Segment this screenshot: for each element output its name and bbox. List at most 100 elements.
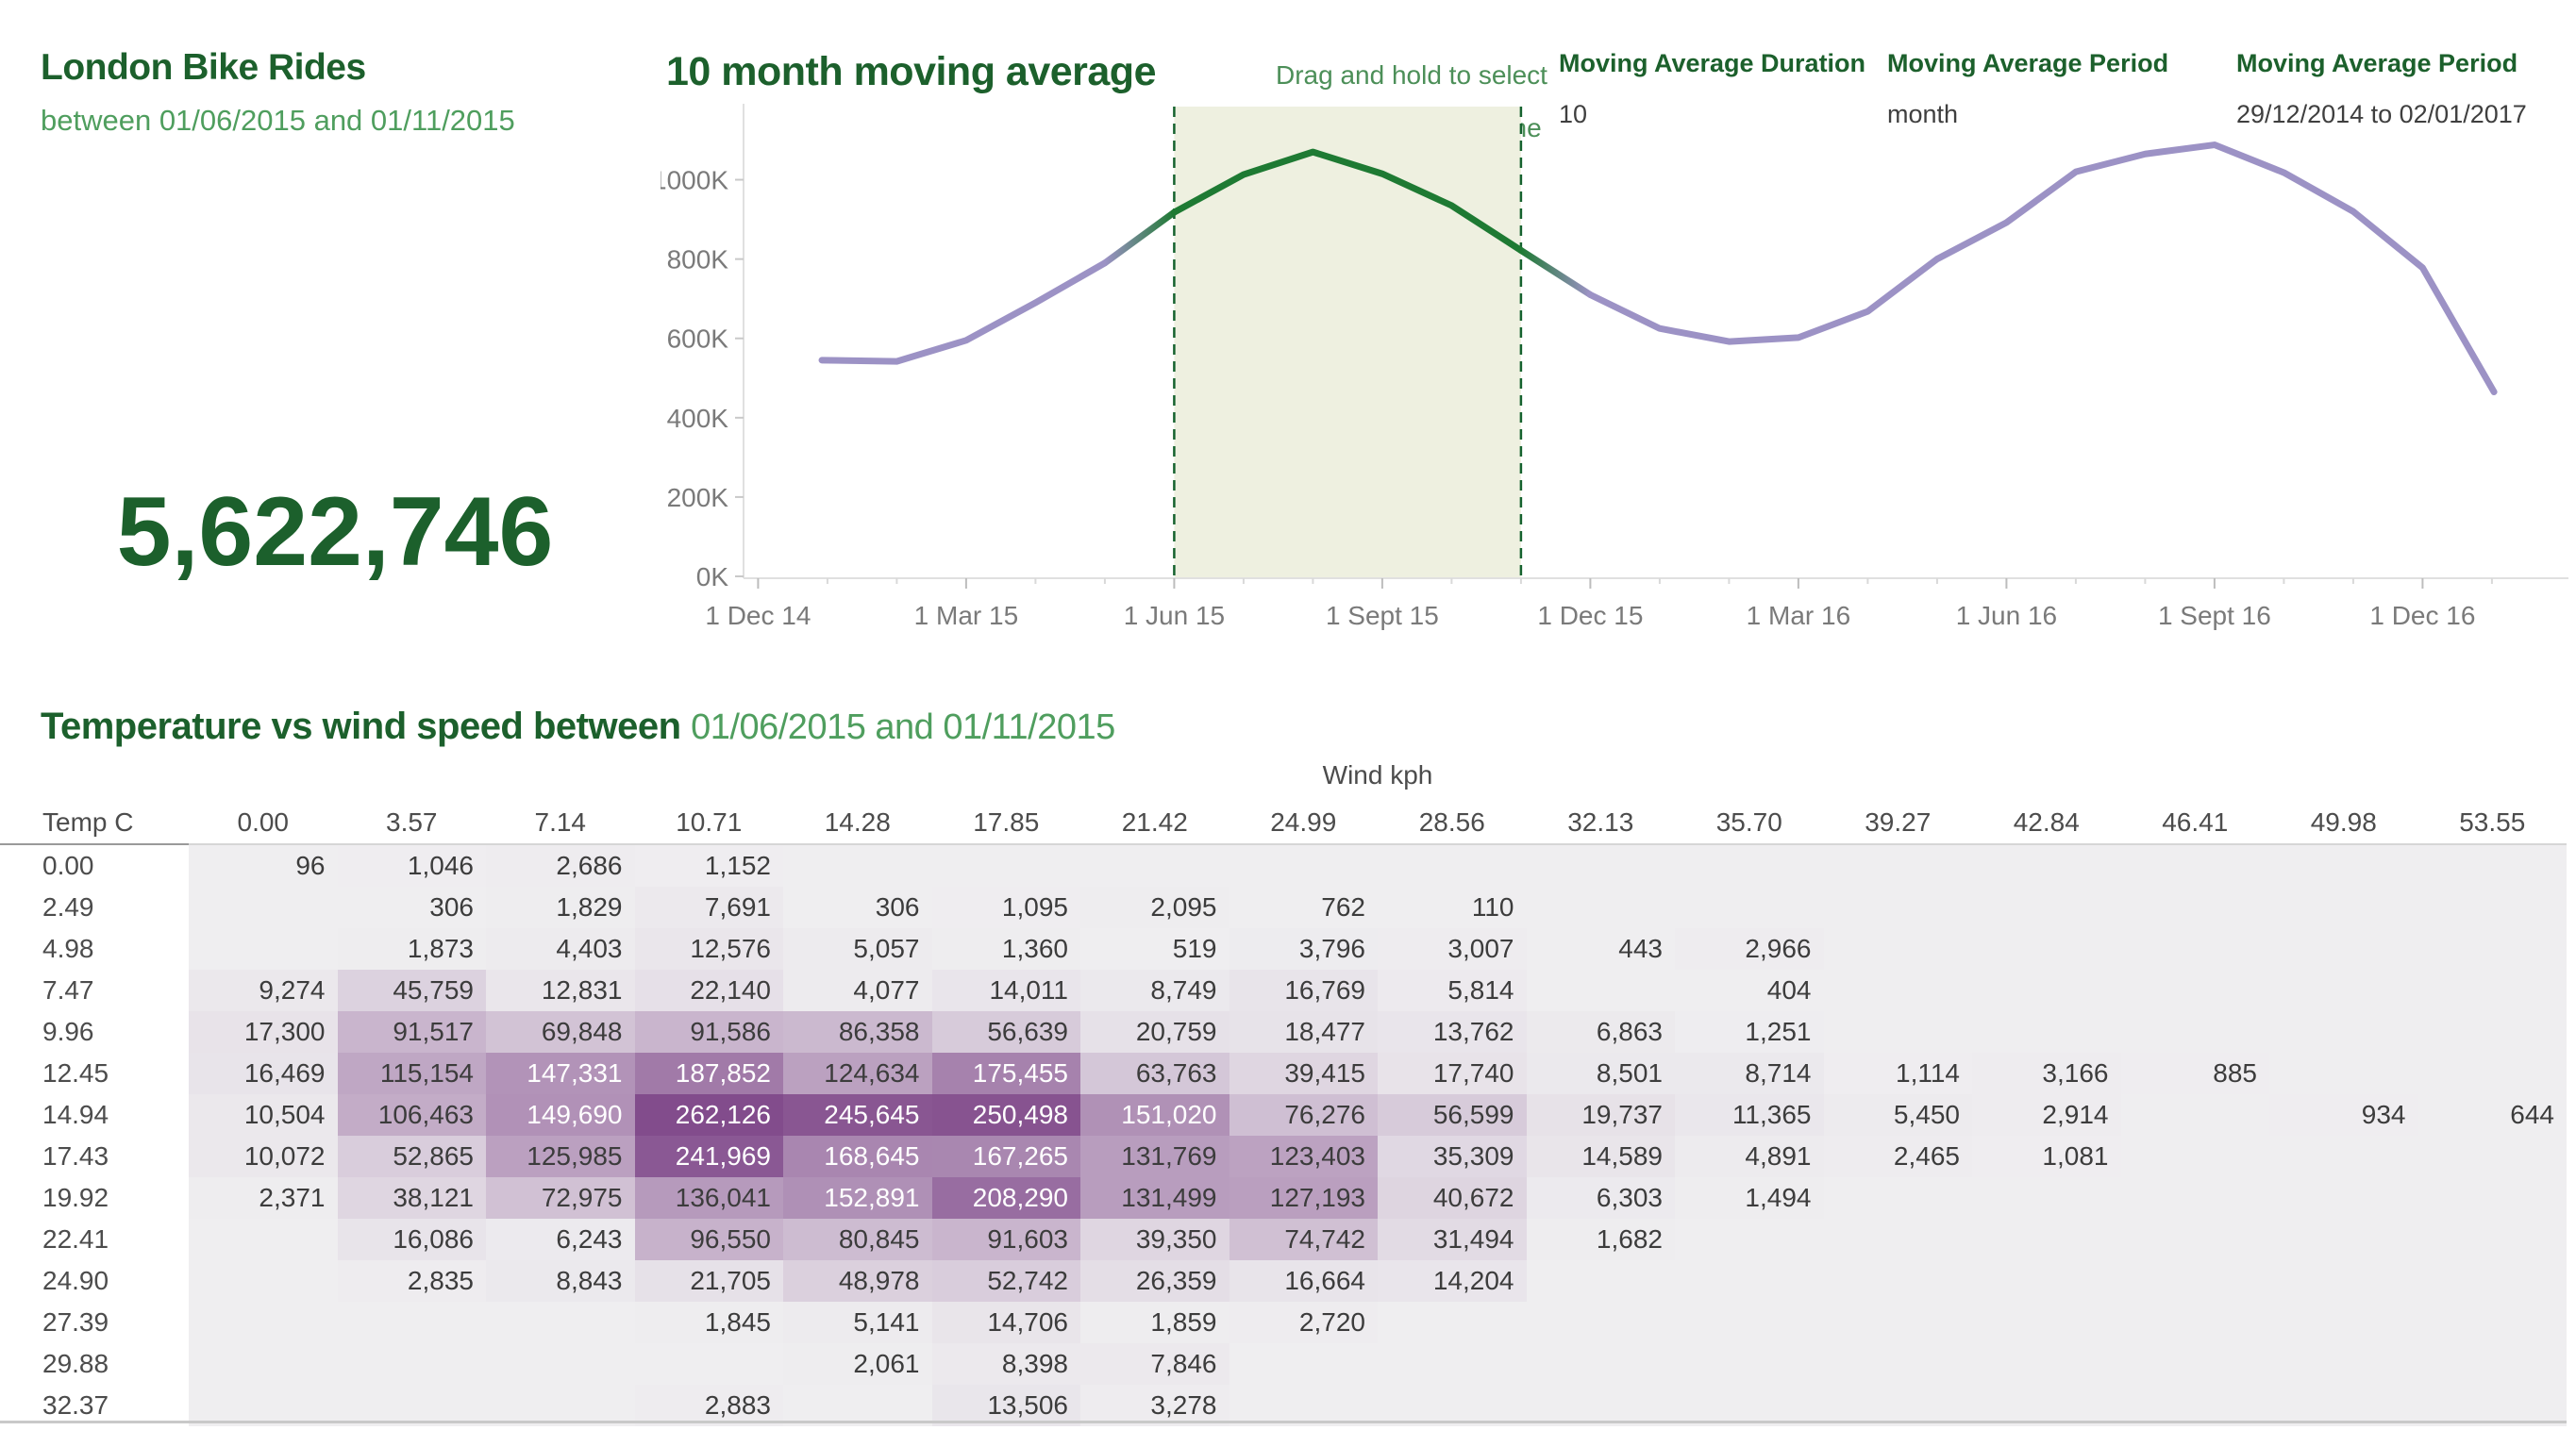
heatmap-cell[interactable] [1823, 887, 1972, 928]
heatmap-cell[interactable]: 1,095 [931, 887, 1080, 928]
heatmap-cell[interactable] [1972, 970, 2121, 1011]
heatmap-cell[interactable] [1972, 1219, 2121, 1260]
heatmap-cell[interactable]: 175,455 [931, 1053, 1080, 1094]
heatmap-cell[interactable] [783, 845, 932, 887]
heatmap-cell[interactable]: 131,769 [1080, 1136, 1229, 1177]
heatmap-cell[interactable]: 1,152 [634, 845, 783, 887]
heatmap-cell[interactable] [2269, 1011, 2418, 1053]
heatmap-cell[interactable]: 885 [2120, 1053, 2269, 1094]
heatmap-cell[interactable]: 56,639 [931, 1011, 1080, 1053]
heatmap-cell[interactable] [2417, 845, 2567, 887]
ma-line-fade-out[interactable] [1517, 246, 1594, 298]
heatmap-cell[interactable]: 1,682 [1526, 1219, 1675, 1260]
heatmap-cell[interactable]: 1,494 [1675, 1177, 1824, 1219]
heatmap-cell[interactable]: 4,077 [783, 970, 932, 1011]
heatmap-cell[interactable]: 262,126 [634, 1094, 783, 1136]
heatmap-cell[interactable]: 91,517 [337, 1011, 486, 1053]
heatmap-cell[interactable]: 167,265 [931, 1136, 1080, 1177]
heatmap-cell[interactable]: 10,072 [189, 1136, 338, 1177]
heatmap-cell[interactable]: 2,095 [1080, 887, 1229, 928]
heatmap-cell[interactable]: 1,859 [1080, 1302, 1229, 1343]
heatmap-cell[interactable]: 136,041 [634, 1177, 783, 1219]
heatmap-cell[interactable]: 8,501 [1526, 1053, 1675, 1094]
heatmap-cell[interactable] [2417, 1219, 2567, 1260]
heatmap-cell[interactable] [1526, 1302, 1675, 1343]
heatmap-cell[interactable]: 5,141 [783, 1302, 932, 1343]
heatmap-cell[interactable]: 40,672 [1378, 1177, 1527, 1219]
heatmap-cell[interactable] [1972, 1177, 2121, 1219]
heatmap-cell[interactable]: 96,550 [634, 1219, 783, 1260]
heatmap-cell[interactable] [2269, 1219, 2418, 1260]
heatmap-cell[interactable]: 1,360 [931, 928, 1080, 970]
heatmap-cell[interactable] [1972, 928, 2121, 970]
heatmap-cell[interactable]: 16,086 [337, 1219, 486, 1260]
heatmap-cell[interactable]: 52,742 [931, 1260, 1080, 1302]
heatmap-cell[interactable]: 35,309 [1378, 1136, 1527, 1177]
heatmap-cell[interactable]: 91,603 [931, 1219, 1080, 1260]
heatmap-cell[interactable]: 9,274 [189, 970, 338, 1011]
heatmap-cell[interactable] [2120, 1302, 2269, 1343]
heatmap-cell[interactable]: 39,350 [1080, 1219, 1229, 1260]
heatmap-cell[interactable] [189, 1385, 338, 1426]
heatmap-cell[interactable] [1526, 887, 1675, 928]
heatmap-cell[interactable]: 2,371 [189, 1177, 338, 1219]
heatmap-cell[interactable] [2417, 970, 2567, 1011]
heatmap-cell[interactable]: 74,742 [1229, 1219, 1378, 1260]
heatmap-cell[interactable]: 63,763 [1080, 1053, 1229, 1094]
heatmap-cell[interactable] [1823, 1011, 1972, 1053]
heatmap-cell[interactable]: 127,193 [1229, 1177, 1378, 1219]
heatmap-cell[interactable] [2269, 1053, 2418, 1094]
heatmap-cell[interactable] [1675, 1385, 1824, 1426]
heatmap-cell[interactable] [2120, 1136, 2269, 1177]
heatmap-cell[interactable]: 6,303 [1526, 1177, 1675, 1219]
ma-line-pre[interactable] [818, 259, 1109, 365]
heatmap-cell[interactable] [783, 1385, 932, 1426]
heatmap-cell[interactable]: 12,576 [634, 928, 783, 970]
heatmap-cell[interactable] [2269, 970, 2418, 1011]
heatmap-cell[interactable]: 72,975 [486, 1177, 635, 1219]
heatmap-cell[interactable] [1378, 1343, 1527, 1385]
heatmap-cell[interactable]: 76,276 [1229, 1094, 1378, 1136]
heatmap-cell[interactable] [189, 1260, 338, 1302]
heatmap-cell[interactable] [2269, 887, 2418, 928]
heatmap-cell[interactable] [1675, 887, 1824, 928]
heatmap-cell[interactable]: 2,966 [1675, 928, 1824, 970]
ma-line-post[interactable] [1586, 141, 2498, 395]
heatmap-cell[interactable] [1080, 845, 1229, 887]
heatmap-cell[interactable] [337, 1343, 486, 1385]
heatmap-cell[interactable] [2120, 1177, 2269, 1219]
heatmap-cell[interactable] [2269, 1343, 2418, 1385]
heatmap-cell[interactable]: 123,403 [1229, 1136, 1378, 1177]
heatmap-cell[interactable] [189, 887, 338, 928]
heatmap-cell[interactable]: 1,081 [1972, 1136, 2121, 1177]
selection-band[interactable] [1174, 107, 1521, 578]
heatmap-cell[interactable]: 3,278 [1080, 1385, 1229, 1426]
heatmap-cell[interactable] [2269, 1177, 2418, 1219]
heatmap-cell[interactable]: 1,046 [337, 845, 486, 887]
heatmap-cell[interactable] [486, 1385, 635, 1426]
ma-line-selected[interactable] [1170, 148, 1525, 254]
heatmap-cell[interactable] [2269, 1136, 2418, 1177]
heatmap-cell[interactable]: 69,848 [486, 1011, 635, 1053]
heatmap-cell[interactable]: 10,504 [189, 1094, 338, 1136]
heatmap-cell[interactable]: 86,358 [783, 1011, 932, 1053]
heatmap-cell[interactable]: 11,365 [1675, 1094, 1824, 1136]
heatmap-cell[interactable] [2417, 928, 2567, 970]
heatmap-table[interactable]: Temp C 0.00 3.57 7.14 10.71 14.28 17.85 21.42 24… [0, 797, 2567, 1426]
heatmap-cell[interactable]: 7,691 [634, 887, 783, 928]
heatmap-cell[interactable]: 22,140 [634, 970, 783, 1011]
heatmap-cell[interactable] [1675, 845, 1824, 887]
moving-average-chart[interactable]: 0K 200K 400K 600K 800K 1000K 1 Dec 14 1 Mar 15 1… [661, 94, 2576, 651]
heatmap-cell[interactable]: 4,403 [486, 928, 635, 970]
heatmap-cell[interactable]: 45,759 [337, 970, 486, 1011]
heatmap-cell[interactable]: 208,290 [931, 1177, 1080, 1219]
heatmap-cell[interactable] [1972, 1385, 2121, 1426]
heatmap-cell[interactable]: 168,645 [783, 1136, 932, 1177]
heatmap-cell[interactable] [2269, 1260, 2418, 1302]
heatmap-cell[interactable]: 110 [1378, 887, 1527, 928]
heatmap-cell[interactable]: 18,477 [1229, 1011, 1378, 1053]
heatmap-cell[interactable]: 131,499 [1080, 1177, 1229, 1219]
heatmap-cell[interactable] [2120, 1094, 2269, 1136]
heatmap-cell[interactable]: 147,331 [486, 1053, 635, 1094]
heatmap-cell[interactable]: 52,865 [337, 1136, 486, 1177]
